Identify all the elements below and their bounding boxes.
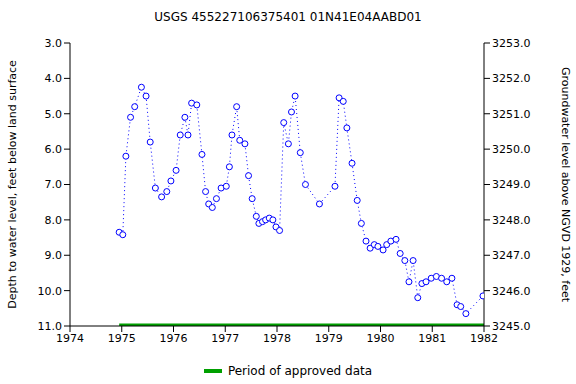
svg-text:1974: 1974 xyxy=(56,332,84,345)
svg-text:1977: 1977 xyxy=(211,332,239,345)
svg-text:5.0: 5.0 xyxy=(45,108,63,121)
svg-text:3245.0: 3245.0 xyxy=(492,320,531,333)
svg-text:Groundwater level above NGVD 1: Groundwater level above NGVD 1929, feet xyxy=(559,67,568,303)
svg-text:Depth to water level, feet bel: Depth to water level, feet below land su… xyxy=(8,60,19,309)
svg-text:1981: 1981 xyxy=(418,332,446,345)
svg-text:6.0: 6.0 xyxy=(45,143,63,156)
svg-text:1980: 1980 xyxy=(367,332,395,345)
svg-text:1976: 1976 xyxy=(160,332,188,345)
svg-text:9.0: 9.0 xyxy=(45,249,63,262)
svg-text:3.0: 3.0 xyxy=(45,37,63,50)
svg-text:8.0: 8.0 xyxy=(45,214,63,227)
svg-text:11.0: 11.0 xyxy=(38,320,63,333)
svg-text:3249.0: 3249.0 xyxy=(492,178,531,191)
html-text:Period of approved data: Period of approved data xyxy=(227,364,373,378)
svg-text:3251.0: 3251.0 xyxy=(492,108,531,121)
svg-text:3248.0: 3248.0 xyxy=(492,214,531,227)
html-text:USGS 455227106375401 01N41E04A: USGS 455227106375401 01N41E04AABD01 xyxy=(154,10,422,24)
svg-text:10.0: 10.0 xyxy=(38,285,63,298)
svg-text:1975: 1975 xyxy=(108,332,136,345)
svg-text:7.0: 7.0 xyxy=(45,178,63,191)
svg-text:1979: 1979 xyxy=(315,332,343,345)
svg-text:3253.0: 3253.0 xyxy=(492,37,531,50)
svg-text:1978: 1978 xyxy=(263,332,291,345)
svg-text:3247.0: 3247.0 xyxy=(492,249,531,262)
svg-text:4.0: 4.0 xyxy=(45,72,63,85)
svg-text:3250.0: 3250.0 xyxy=(492,143,531,156)
svg-text:3252.0: 3252.0 xyxy=(492,72,531,85)
svg-text:3246.0: 3246.0 xyxy=(492,285,531,298)
svg-text:1982: 1982 xyxy=(470,332,498,345)
